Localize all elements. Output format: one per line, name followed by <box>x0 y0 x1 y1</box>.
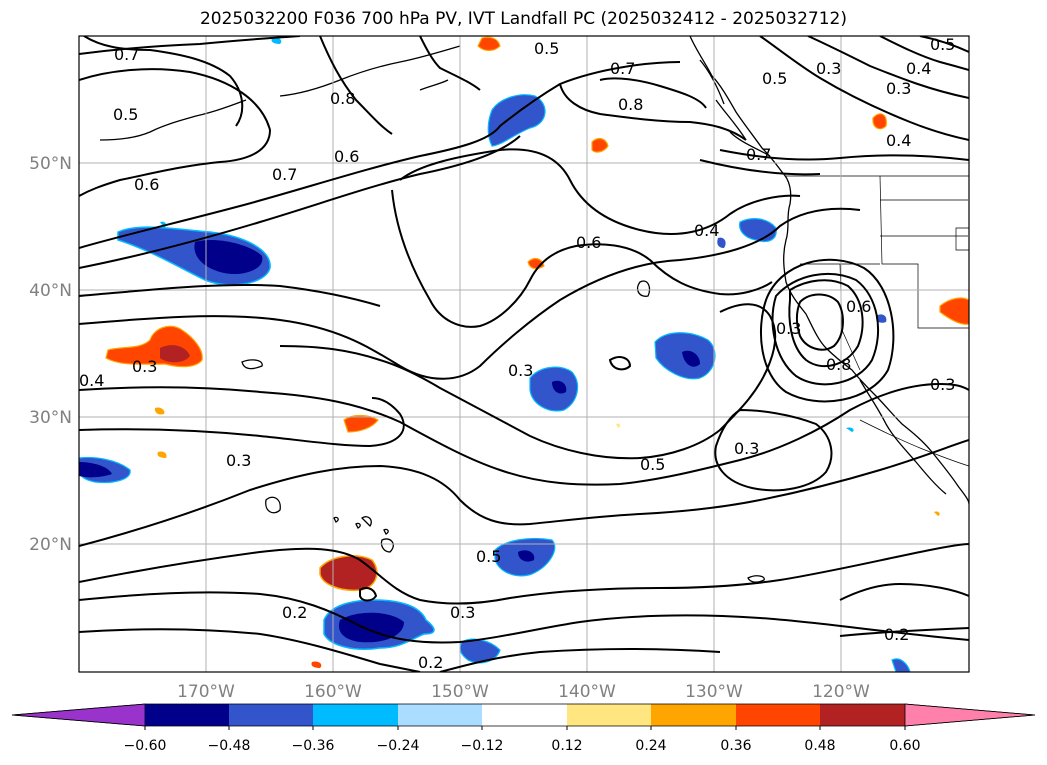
contour-label: 0.5 <box>113 105 138 124</box>
contour-label: 0.2 <box>418 653 443 672</box>
colorbar-segment <box>820 704 905 726</box>
contour-label: 0.3 <box>450 603 475 622</box>
latitude-labels: 50°N 40°N 30°N 20°N <box>29 154 72 555</box>
colorbar-tick-label: −0.36 <box>292 738 335 754</box>
map-title: 2025032200 F036 700 hPa PV, IVT Landfall… <box>199 9 847 29</box>
colorbar-tick-label: −0.48 <box>208 738 251 754</box>
lat-label: 30°N <box>29 408 72 428</box>
lat-label: 20°N <box>29 535 72 555</box>
lat-label: 50°N <box>29 154 72 174</box>
contour-label: 0.4 <box>694 221 719 240</box>
contour-label: 0.5 <box>930 35 955 54</box>
contour-label: 0.5 <box>476 547 501 566</box>
contour-label: 0.8 <box>618 95 643 114</box>
lon-label: 170°W <box>177 682 235 702</box>
contour-label: 0.5 <box>640 455 665 474</box>
contour-label: 0.3 <box>508 361 533 380</box>
colorbar-segment <box>567 704 651 726</box>
contour-label: 0.3 <box>930 375 955 394</box>
contour-label: 0.3 <box>132 357 157 376</box>
colorbar-segment <box>313 704 398 726</box>
colorbar-segment <box>398 704 482 726</box>
contour-label: 0.7 <box>610 59 635 78</box>
colorbar-tick-label: −0.12 <box>461 738 504 754</box>
contour-label: 0.3 <box>734 439 759 458</box>
colorbar-tick-label: −0.60 <box>124 738 167 754</box>
colorbar-segment <box>736 704 820 726</box>
contour-label: 0.7 <box>746 145 771 164</box>
contour-label: 0.4 <box>886 131 911 150</box>
contour-label: 0.2 <box>884 625 909 644</box>
contour-label: 0.3 <box>226 451 251 470</box>
longitude-labels: 170°W 160°W 150°W 140°W 130°W 120°W <box>177 682 870 702</box>
contour-label: 0.7 <box>114 45 139 64</box>
contour-label: 0.5 <box>534 39 559 58</box>
colorbar-tick-label: 0.36 <box>720 738 751 754</box>
graticule <box>79 36 969 672</box>
contour-label: 0.8 <box>330 89 355 108</box>
lon-label: 120°W <box>812 682 870 702</box>
colorbar-extension-max <box>904 703 1036 727</box>
lon-label: 150°W <box>431 682 489 702</box>
contour-label: 0.4 <box>906 59 931 78</box>
colorbar-segment <box>651 704 736 726</box>
lon-label: 140°W <box>558 682 616 702</box>
contour-label: 0.3 <box>776 319 801 338</box>
contour-labels: 0.7 0.5 0.8 0.5 0.6 0.7 0.6 0.7 0.8 0.5 … <box>79 35 955 672</box>
contour-label: 0.3 <box>816 59 841 78</box>
lon-label: 160°W <box>304 682 362 702</box>
pv-contours <box>79 36 969 672</box>
contour-label: 0.6 <box>846 297 871 316</box>
anomaly-shading <box>79 36 969 672</box>
colorbar-tick-label: −0.24 <box>377 738 420 754</box>
contour-label: 0.6 <box>334 147 359 166</box>
colorbar-extension-min <box>11 703 146 727</box>
colorbar-tick-label: 0.12 <box>551 738 582 754</box>
lat-label: 40°N <box>29 281 72 301</box>
lon-label: 130°W <box>685 682 743 702</box>
colorbar-segment <box>145 704 229 726</box>
plot-frame <box>78 35 970 673</box>
colorbar-tick-label: 0.24 <box>635 738 666 754</box>
contour-label: 0.5 <box>762 69 787 88</box>
colorbar-tick-label: 0.48 <box>804 738 835 754</box>
colorbar-tick-label: 0.60 <box>889 738 920 754</box>
contour-label: 0.4 <box>79 371 104 390</box>
colorbar: −0.60 −0.48 −0.36 −0.24 −0.12 0.12 0.24 … <box>11 703 1036 754</box>
colorbar-segment <box>482 704 567 726</box>
contour-label: 0.6 <box>134 175 159 194</box>
plot-area <box>79 36 969 672</box>
contour-label: 0.3 <box>886 79 911 98</box>
contour-label: 0.6 <box>576 233 601 252</box>
contour-label: 0.7 <box>272 165 297 184</box>
contour-label: 0.8 <box>826 355 851 374</box>
colorbar-segment <box>229 704 313 726</box>
contour-label: 0.2 <box>282 603 307 622</box>
